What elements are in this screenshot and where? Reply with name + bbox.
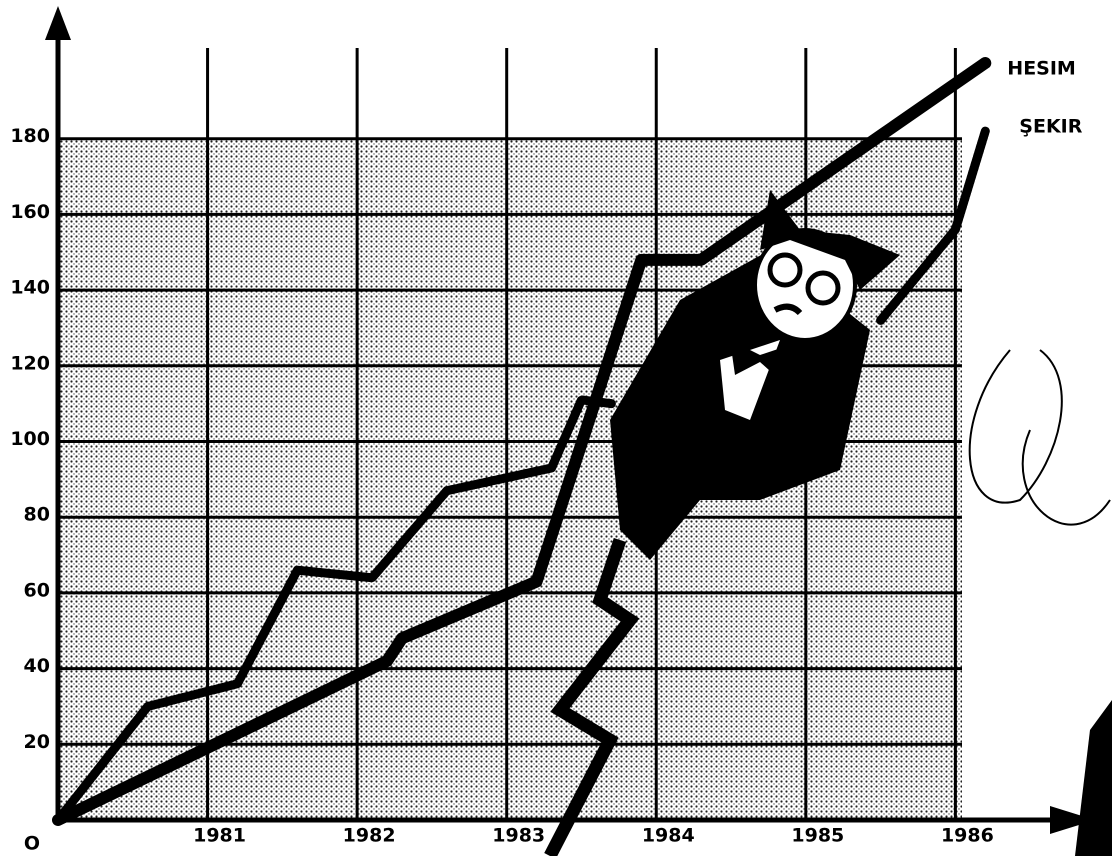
scribble bbox=[970, 350, 1110, 525]
x-tick-label: 1985 bbox=[791, 825, 844, 847]
y-tick-label: 180 bbox=[10, 125, 50, 147]
y-tick-label: 140 bbox=[10, 277, 50, 299]
y-tick-label: 60 bbox=[24, 579, 50, 601]
y-tick-label: 40 bbox=[24, 655, 50, 677]
x-tick-label: 1981 bbox=[193, 825, 246, 847]
y-tick-label: O bbox=[24, 833, 40, 855]
y-arrow bbox=[45, 6, 71, 40]
y-tick-label: 100 bbox=[10, 428, 50, 450]
y-tick-label: 20 bbox=[24, 731, 50, 753]
x-tick-label: 1983 bbox=[492, 825, 545, 847]
x-tick-label: 1982 bbox=[343, 825, 396, 847]
edge-figure bbox=[1075, 700, 1112, 856]
chart: O 20 40 60 80 100 120 140 160 180 1981 1982 1983 1984… bbox=[0, 0, 1112, 856]
y-tick-label: 80 bbox=[24, 504, 50, 526]
series-label: HESIM bbox=[1007, 57, 1076, 79]
x-tick-label: 1984 bbox=[642, 825, 695, 847]
x-tick-label: 1986 bbox=[941, 825, 994, 847]
y-tick-label: 160 bbox=[10, 201, 50, 223]
y-tick-label: 120 bbox=[10, 352, 50, 374]
series-label: ŞEKIR bbox=[1019, 116, 1082, 138]
page: O 20 40 60 80 100 120 140 160 180 1981 1982 1983 1984… bbox=[0, 0, 1112, 856]
